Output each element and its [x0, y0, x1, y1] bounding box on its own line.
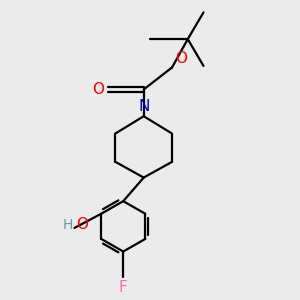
Text: F: F [119, 280, 128, 295]
Text: N: N [138, 99, 149, 114]
Text: O: O [175, 51, 187, 66]
Text: H: H [62, 218, 73, 232]
Text: O: O [76, 217, 88, 232]
Text: O: O [92, 82, 104, 97]
